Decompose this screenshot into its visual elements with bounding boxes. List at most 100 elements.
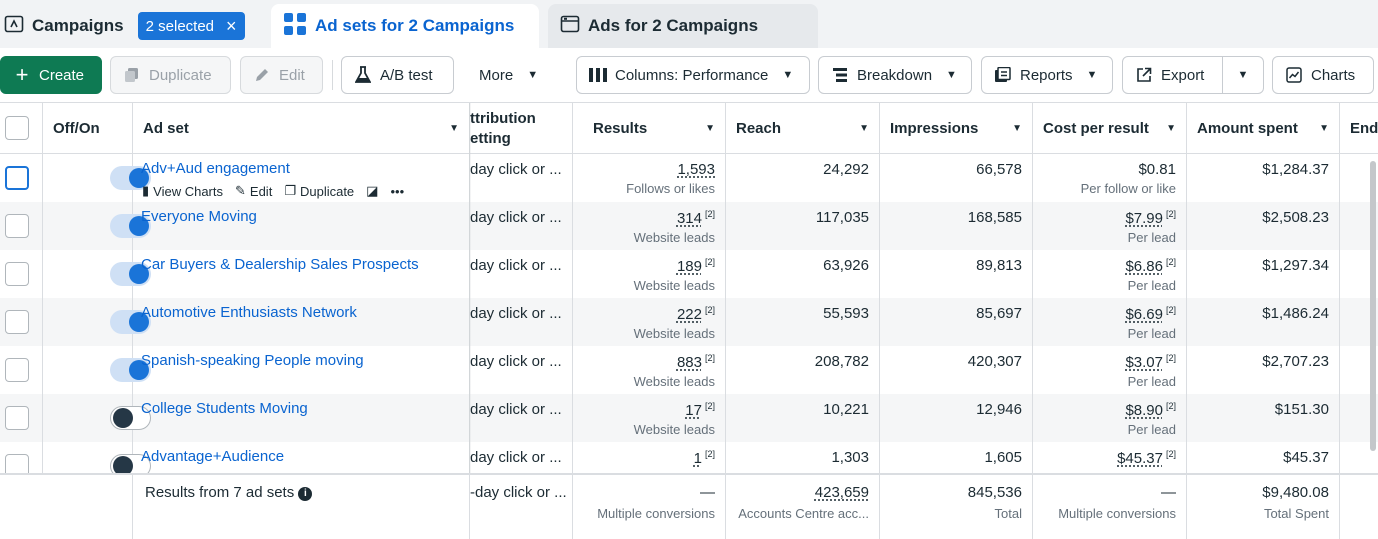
- edit-button[interactable]: Edit: [240, 56, 323, 94]
- adset-name-link[interactable]: College Students Moving: [141, 400, 308, 417]
- columns-button[interactable]: Columns: Performance ▼: [576, 56, 810, 94]
- cost-footnote[interactable]: [2]: [1165, 449, 1176, 459]
- header-impressions[interactable]: Impressions ▼: [880, 103, 1033, 154]
- chart-action[interactable]: ◪: [366, 183, 378, 199]
- cost-type: Per lead: [1127, 422, 1176, 437]
- tab-adsets[interactable]: Ad sets for 2 Campaigns: [271, 4, 539, 48]
- toggle-knob: [129, 312, 149, 332]
- duplicate-action[interactable]: ❐ Duplicate: [284, 183, 354, 199]
- cost-type: Per lead: [1127, 278, 1176, 293]
- header-off-on-label: Off/On: [53, 120, 100, 137]
- header-ends[interactable]: End: [1340, 103, 1378, 154]
- bar-chart-icon: ▮: [142, 183, 150, 198]
- duplicate-button[interactable]: Duplicate: [110, 56, 231, 94]
- flask-icon: [354, 66, 372, 84]
- reports-button[interactable]: Reports ▼: [981, 56, 1113, 94]
- charts-label: Charts: [1311, 66, 1356, 84]
- adset-name-link[interactable]: Adv+Aud engagement: [141, 160, 290, 177]
- results-value[interactable]: 222: [676, 306, 702, 323]
- cost-footnote[interactable]: [2]: [1165, 257, 1176, 267]
- view-charts-action[interactable]: ▮ View Charts: [142, 183, 223, 199]
- spent-cell: $2,707.23: [1187, 346, 1340, 394]
- sort-caret-icon: ▼: [449, 123, 459, 134]
- table-row[interactable]: College Students Moving day click or ... 1…: [0, 394, 1378, 442]
- export-options-button[interactable]: ▼: [1224, 56, 1262, 94]
- results-footnote[interactable]: [2]: [704, 305, 715, 315]
- results-value[interactable]: 189: [676, 258, 702, 275]
- results-value[interactable]: 883: [676, 354, 702, 371]
- ab-test-button[interactable]: A/B test: [341, 56, 454, 94]
- table-row[interactable]: Automotive Enthusiasts Network day click …: [0, 298, 1378, 346]
- row-checkbox[interactable]: [5, 310, 29, 334]
- row-checkbox[interactable]: [5, 214, 29, 238]
- cost-footnote[interactable]: [2]: [1165, 353, 1176, 363]
- results-value[interactable]: 1: [693, 450, 702, 467]
- results-footnote[interactable]: [2]: [704, 449, 715, 459]
- results-footnote[interactable]: [2]: [704, 401, 715, 411]
- header-reach[interactable]: Reach ▼: [726, 103, 880, 154]
- row-checkbox[interactable]: [5, 358, 29, 382]
- info-icon[interactable]: i: [298, 487, 313, 501]
- tab-campaigns[interactable]: Campaigns 2 selected ×: [0, 4, 262, 48]
- row-checkbox[interactable]: [5, 166, 29, 190]
- results-value[interactable]: 17: [685, 402, 702, 419]
- table-row[interactable]: Spanish-speaking People moving day click …: [0, 346, 1378, 394]
- more-actions[interactable]: •••: [390, 183, 404, 199]
- table-row[interactable]: Car Buyers & Dealership Sales Prospects d…: [0, 250, 1378, 298]
- adset-name-link[interactable]: Everyone Moving: [141, 208, 257, 225]
- charts-button[interactable]: Charts: [1272, 56, 1374, 94]
- duplicate-label: Duplicate: [149, 66, 212, 84]
- table-row[interactable]: Everyone Moving day click or ... 314 [2] Web…: [0, 202, 1378, 250]
- tab-ads[interactable]: Ads for 2 Campaigns: [548, 4, 818, 48]
- results-value[interactable]: 1,593: [677, 161, 715, 178]
- cost-footnote[interactable]: [2]: [1165, 401, 1176, 411]
- export-button[interactable]: Export: [1122, 56, 1264, 94]
- toggle-knob: [129, 264, 149, 284]
- table-row[interactable]: Adv+Aud engagement day click or ... 1,593 F…: [0, 154, 1378, 202]
- clear-selection-icon[interactable]: ×: [226, 16, 237, 36]
- cost-cell: $6.86 [2] Per lead: [1033, 250, 1187, 298]
- cost-type: Per lead: [1127, 326, 1176, 341]
- delivery-toggle[interactable]: [110, 262, 151, 286]
- row-select-cell: [0, 250, 43, 298]
- header-ad-set[interactable]: Ad set ▼: [133, 103, 470, 154]
- breakdown-button[interactable]: Breakdown ▼: [818, 56, 972, 94]
- adset-name-link[interactable]: Car Buyers & Dealership Sales Prospects: [141, 256, 419, 273]
- adset-name-link[interactable]: Automotive Enthusiasts Network: [141, 304, 357, 321]
- adset-name-cell: College Students Moving: [133, 394, 470, 442]
- edit-action[interactable]: ✎ Edit: [235, 183, 272, 199]
- delivery-toggle[interactable]: [110, 214, 151, 238]
- selected-count-pill[interactable]: 2 selected ×: [137, 12, 245, 40]
- create-button[interactable]: + Create: [0, 56, 102, 94]
- attribution-cell: day click or ...: [470, 442, 573, 490]
- more-button[interactable]: More ▼: [466, 56, 562, 94]
- adset-name-link[interactable]: Advantage+Audience: [141, 448, 285, 465]
- header-off-on[interactable]: Off/On: [43, 103, 133, 154]
- footer-reach-number[interactable]: 423,659: [814, 484, 869, 501]
- cost-footnote[interactable]: [2]: [1165, 209, 1176, 219]
- delivery-toggle[interactable]: [110, 310, 151, 334]
- footer-impressions-sub: Total: [994, 506, 1022, 521]
- delivery-toggle[interactable]: [110, 406, 151, 430]
- header-cost-per-result[interactable]: Cost per result ▼: [1033, 103, 1187, 154]
- results-value[interactable]: 314: [676, 210, 702, 227]
- vertical-scrollbar[interactable]: [1370, 161, 1376, 451]
- results-footnote[interactable]: [2]: [704, 353, 715, 363]
- row-checkbox[interactable]: [5, 406, 29, 430]
- chevron-down-icon: ▼: [1237, 69, 1249, 81]
- reach-cell: 1,303: [726, 442, 880, 490]
- header-results[interactable]: Results ▼: [573, 103, 726, 154]
- header-attribution[interactable]: ttribution etting: [470, 103, 573, 154]
- table-row[interactable]: Advantage+Audience day click or ... 1 [2] 1,…: [0, 442, 1378, 490]
- delivery-toggle[interactable]: [110, 166, 151, 190]
- chevron-down-icon: ▼: [1086, 69, 1098, 81]
- results-footnote[interactable]: [2]: [704, 209, 715, 219]
- cost-footnote[interactable]: [2]: [1165, 305, 1176, 315]
- delivery-toggle[interactable]: [110, 358, 151, 382]
- results-footnote[interactable]: [2]: [704, 257, 715, 267]
- adset-name-link[interactable]: Spanish-speaking People moving: [141, 352, 364, 369]
- row-checkbox[interactable]: [5, 262, 29, 286]
- header-amount-spent[interactable]: Amount spent ▼: [1187, 103, 1340, 154]
- select-all-checkbox[interactable]: [5, 116, 29, 140]
- row-toggle-cell: [43, 202, 151, 250]
